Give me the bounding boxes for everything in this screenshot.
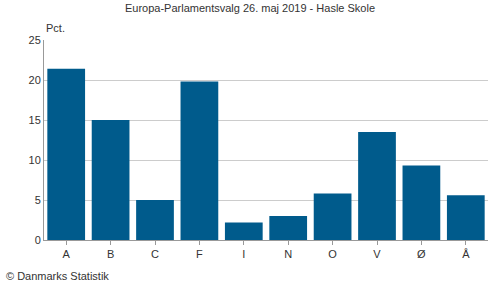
- svg-text:5: 5: [35, 194, 41, 206]
- svg-text:20: 20: [29, 74, 41, 86]
- svg-text:10: 10: [29, 154, 41, 166]
- svg-text:C: C: [151, 248, 159, 260]
- svg-text:A: A: [63, 248, 71, 260]
- svg-text:B: B: [107, 248, 114, 260]
- svg-text:F: F: [196, 248, 203, 260]
- svg-text:V: V: [373, 248, 381, 260]
- svg-text:Europa-Parlamentsvalg 26. maj: Europa-Parlamentsvalg 26. maj 2019 - Has…: [125, 2, 375, 14]
- svg-text:0: 0: [35, 234, 41, 246]
- svg-text:25: 25: [29, 34, 41, 46]
- svg-text:Pct.: Pct.: [46, 22, 65, 34]
- svg-text:I: I: [242, 248, 245, 260]
- svg-text:Å: Å: [462, 248, 470, 260]
- svg-text:O: O: [328, 248, 337, 260]
- svg-text:Ø: Ø: [417, 248, 426, 260]
- svg-text:© Danmarks Statistik: © Danmarks Statistik: [6, 270, 109, 282]
- svg-text:15: 15: [29, 114, 41, 126]
- svg-text:N: N: [284, 248, 292, 260]
